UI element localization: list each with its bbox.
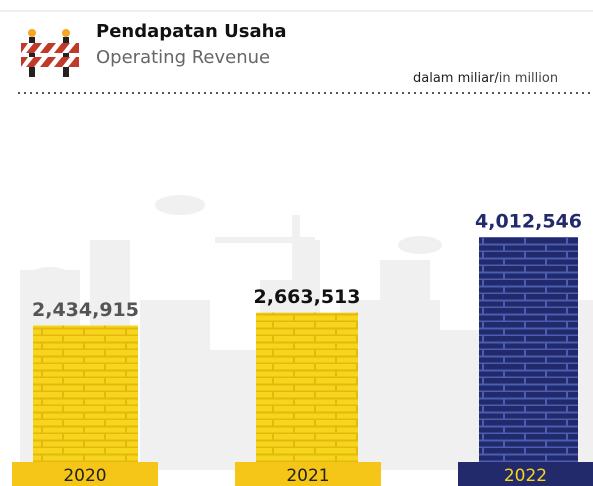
chart: Pendapatan Usaha Operating Revenue dalam…: [0, 0, 593, 486]
x-tick-label: 2021: [286, 466, 329, 486]
unit-label: dalam miliar/in million: [413, 71, 558, 86]
unit-en: in million: [499, 71, 558, 86]
x-tick-label: 2020: [63, 466, 106, 486]
barrier-icon: [21, 29, 79, 77]
unit-local: dalam miliar/: [413, 71, 499, 86]
brick-texture: [256, 313, 358, 462]
x-tick-label: 2022: [504, 466, 547, 486]
value-label: 2,663,513: [254, 286, 361, 308]
chart-subtitle: Operating Revenue: [96, 47, 270, 68]
chart-title: Pendapatan Usaha: [96, 21, 287, 42]
brick-texture: [479, 237, 578, 462]
brick-texture: [33, 325, 138, 462]
value-label: 2,434,915: [32, 299, 139, 321]
value-label: 4,012,546: [475, 211, 582, 233]
